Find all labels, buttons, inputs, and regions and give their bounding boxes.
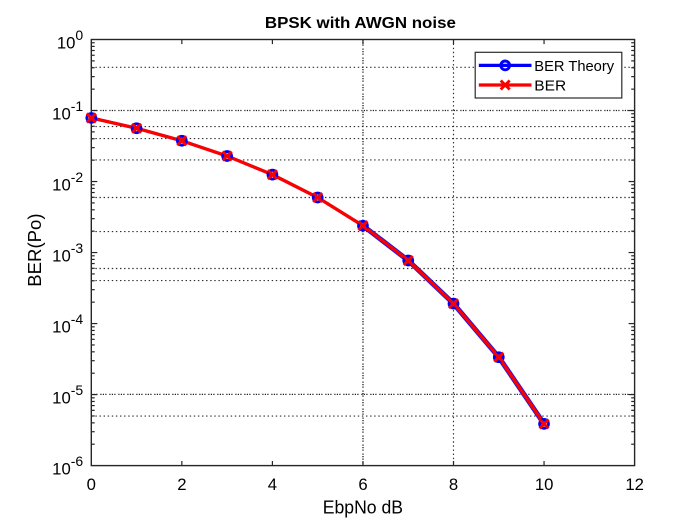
svg-text:BER: BER <box>534 78 566 95</box>
svg-text:2: 2 <box>177 475 186 494</box>
svg-text:10-1: 10-1 <box>52 98 83 123</box>
svg-text:BER Theory: BER Theory <box>534 58 614 75</box>
svg-text:8: 8 <box>449 475 458 494</box>
svg-text:6: 6 <box>358 475 367 494</box>
svg-text:EbpNo dB: EbpNo dB <box>323 498 403 518</box>
svg-text:0: 0 <box>87 475 96 494</box>
svg-text:BER(Po): BER(Po) <box>25 213 45 286</box>
svg-text:4: 4 <box>268 475 277 494</box>
svg-text:12: 12 <box>625 475 644 494</box>
svg-text:BPSK with AWGN noise: BPSK with AWGN noise <box>265 15 456 32</box>
svg-text:10: 10 <box>535 475 554 494</box>
